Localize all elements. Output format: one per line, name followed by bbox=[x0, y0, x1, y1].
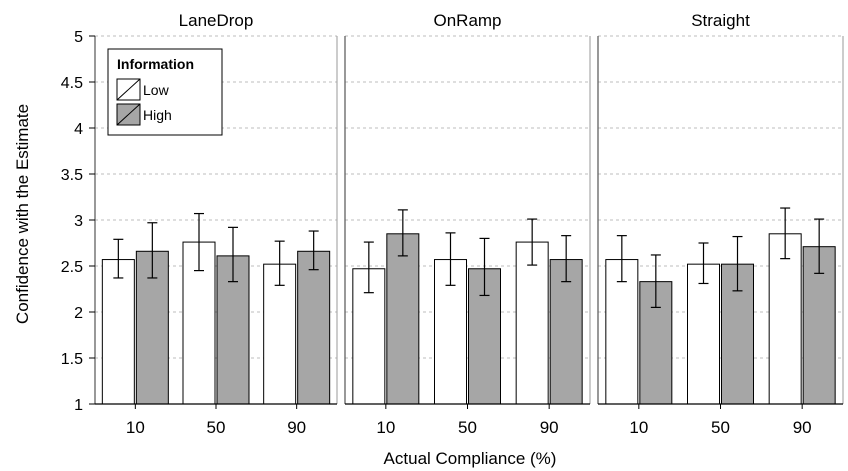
facet-straight: Straight 10 50 90 bbox=[597, 11, 844, 437]
bar-low-50 bbox=[687, 263, 720, 405]
bar-low-10 bbox=[605, 259, 639, 405]
y-tick-label-3: 2.5 bbox=[61, 259, 83, 276]
y-tick-label-7: 4.5 bbox=[61, 75, 83, 92]
x-tick-label-90: 90 bbox=[793, 418, 812, 437]
x-tick-label-50: 50 bbox=[458, 418, 477, 437]
x-tick-label-90: 90 bbox=[287, 418, 306, 437]
y-tick-label-8: 5 bbox=[74, 29, 83, 46]
legend: Information Low High bbox=[107, 48, 223, 136]
bar-high-10 bbox=[386, 233, 420, 405]
bar-high-90 bbox=[297, 250, 331, 405]
legend-title: Information bbox=[117, 56, 194, 72]
y-tick-label-0: 1 bbox=[74, 397, 83, 414]
facet-title: OnRamp bbox=[433, 11, 501, 30]
legend-label-high: High bbox=[143, 107, 172, 123]
facet-title: Straight bbox=[691, 11, 750, 30]
bar-low-90 bbox=[768, 233, 802, 405]
bar-low-90 bbox=[515, 241, 549, 405]
x-tick-label-10: 10 bbox=[629, 418, 648, 437]
legend-entry-high: High bbox=[116, 103, 172, 126]
y-tick-label-5: 3.5 bbox=[61, 167, 83, 184]
x-tick-label-50: 50 bbox=[711, 418, 730, 437]
y-tick-label-4: 3 bbox=[74, 213, 83, 230]
bar-high-50 bbox=[216, 255, 250, 405]
bar-high-50 bbox=[468, 268, 501, 405]
legend-swatch-high-slash bbox=[116, 103, 141, 126]
y-axis-label: Confidence with the Estimate bbox=[13, 104, 32, 324]
y-tick-label-2: 2 bbox=[74, 305, 83, 322]
x-tick-label-90: 90 bbox=[540, 418, 559, 437]
x-tick-label-10: 10 bbox=[126, 418, 145, 437]
facet-title: LaneDrop bbox=[179, 11, 254, 30]
bar-low-10 bbox=[101, 259, 135, 405]
y-tick-label-1: 1.5 bbox=[61, 351, 83, 368]
legend-swatch-low-slash bbox=[116, 78, 141, 101]
x-axis-label: Actual Compliance (%) bbox=[384, 449, 557, 468]
legend-label-low: Low bbox=[143, 82, 170, 98]
y-tick-label-6: 4 bbox=[74, 121, 83, 138]
x-tick-label-50: 50 bbox=[207, 418, 226, 437]
facet-onramp: OnRamp 10 50 90 bbox=[344, 11, 591, 437]
x-tick-label-10: 10 bbox=[376, 418, 395, 437]
legend-entry-low: Low bbox=[116, 78, 170, 101]
bar-high-90 bbox=[549, 259, 583, 405]
